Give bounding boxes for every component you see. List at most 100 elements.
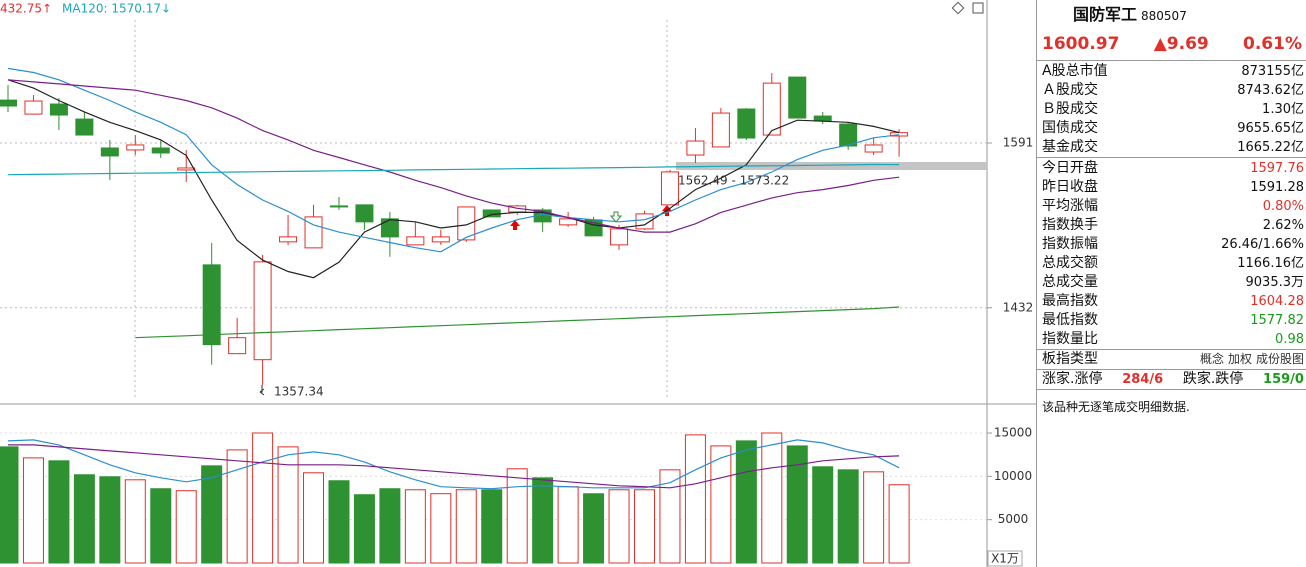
y-tick-label: 1432 bbox=[1003, 300, 1034, 314]
type-options: 概念 加权 成份股图 bbox=[1196, 350, 1304, 369]
candle-body bbox=[559, 218, 578, 226]
volume-bar bbox=[430, 493, 452, 564]
candle-body bbox=[380, 218, 399, 238]
info-row: 今日开盘 1597.76 bbox=[1037, 159, 1306, 178]
volume-bar bbox=[608, 489, 630, 564]
volume-bar bbox=[226, 449, 248, 564]
quote-row: 1600.97 ▲9.69 0.61% bbox=[1037, 30, 1306, 60]
info-row: 平均涨幅 0.80% bbox=[1037, 197, 1306, 216]
change: ▲9.69 bbox=[1153, 34, 1209, 54]
candle-body bbox=[864, 144, 883, 153]
candle-body bbox=[431, 236, 450, 243]
row-value: 1665.22亿 bbox=[1237, 140, 1304, 155]
candle-body bbox=[610, 228, 629, 246]
row-value: 1577.82 bbox=[1250, 313, 1304, 328]
row-label: A股总市值 bbox=[1042, 63, 1108, 79]
candle-body bbox=[762, 82, 781, 136]
ma-line bbox=[7, 79, 900, 279]
info-section: 今日开盘 1597.76 昨日收盘 1591.28 平均涨幅 0.80% 指数换手 2.62%… bbox=[1037, 157, 1306, 349]
candle-body bbox=[660, 171, 679, 206]
candle-body bbox=[0, 99, 17, 107]
change-pct: 0.61% bbox=[1243, 34, 1302, 54]
candle-body bbox=[813, 115, 832, 122]
ma-line bbox=[7, 79, 900, 233]
unit-label: X1万 bbox=[991, 552, 1019, 566]
breadth-row: 涨家.涨停 284/6 跌家.跌停 159/0 bbox=[1037, 369, 1306, 389]
info-row: Ｂ股成交 1.30亿 bbox=[1037, 100, 1306, 119]
info-row: 最低指数 1577.82 bbox=[1037, 311, 1306, 330]
low-annotation: 1357.34 bbox=[274, 385, 324, 399]
window-icon[interactable] bbox=[972, 2, 984, 14]
volume-bar bbox=[735, 440, 757, 564]
index-name: 国防军工 bbox=[1073, 5, 1138, 24]
info-row: 国债成交 9655.65亿 bbox=[1037, 119, 1306, 138]
volume-bar bbox=[48, 460, 70, 564]
volume-bar bbox=[710, 445, 732, 564]
candle-body bbox=[253, 261, 272, 361]
diamond-icon[interactable] bbox=[951, 1, 965, 15]
row-label: 涨家.涨停 bbox=[1042, 371, 1103, 387]
volume-bar bbox=[659, 469, 681, 564]
volume-bar bbox=[328, 480, 350, 564]
row-value: 1.30亿 bbox=[1262, 102, 1304, 117]
row-label: 板指类型 bbox=[1042, 351, 1098, 367]
row-label: 最高指数 bbox=[1042, 293, 1098, 309]
row-label: 昨日收盘 bbox=[1042, 179, 1098, 195]
y-tick-label: 15000 bbox=[994, 426, 1032, 440]
candle-body bbox=[737, 108, 756, 139]
candle-body bbox=[24, 100, 43, 115]
candle-body bbox=[126, 144, 145, 151]
volume-bar bbox=[353, 494, 375, 564]
ma-line bbox=[7, 67, 900, 253]
row-label: 跌家.跌停 bbox=[1182, 371, 1244, 387]
index-code: 880507 bbox=[1141, 9, 1187, 23]
row-value: 9035.3万 bbox=[1245, 275, 1305, 290]
volume-ma-line bbox=[7, 439, 900, 490]
candle-body bbox=[151, 147, 170, 154]
info-row: 基金成交 1665.22亿 bbox=[1037, 138, 1306, 157]
volume-bar bbox=[583, 493, 605, 564]
row-value: 1591.28 bbox=[1250, 180, 1304, 195]
annotation-arrow bbox=[259, 385, 265, 396]
candle-body bbox=[406, 236, 425, 246]
candle-body bbox=[49, 103, 68, 116]
row-label: 国债成交 bbox=[1042, 120, 1098, 136]
volume-bar bbox=[277, 446, 299, 564]
volume-bar bbox=[73, 474, 95, 564]
candle-body bbox=[686, 140, 705, 156]
row-label: 指数振幅 bbox=[1042, 236, 1098, 252]
ma-line bbox=[135, 306, 900, 339]
volume-ma-line bbox=[8, 444, 900, 489]
row-label: 平均涨幅 bbox=[1042, 198, 1098, 214]
type-option[interactable]: 成份股图 bbox=[1255, 352, 1304, 366]
volume-bar bbox=[532, 477, 554, 564]
volume-bar bbox=[303, 472, 325, 564]
row-value: 1597.76 bbox=[1250, 161, 1304, 176]
row-value: 159/0 bbox=[1263, 372, 1304, 387]
candle-body bbox=[100, 147, 119, 157]
type-option[interactable]: 概念 bbox=[1199, 352, 1224, 366]
volume-bar bbox=[684, 434, 706, 564]
range-annotation: 1562.49 - 1573.22 bbox=[678, 174, 789, 188]
info-section: A股总市值 873155亿 Ａ股成交 8743.62亿 Ｂ股成交 1.30亿 国债成交 965… bbox=[1037, 60, 1306, 157]
candle-body bbox=[355, 204, 374, 223]
info-row: 指数量比 0.98 bbox=[1037, 330, 1306, 349]
row-label: 总成交额 bbox=[1042, 255, 1098, 271]
row-label: 今日开盘 bbox=[1042, 160, 1098, 176]
volume-bar bbox=[506, 468, 528, 564]
info-panel: 国防军工 880507 1600.97 ▲9.69 0.61% A股总市值 873155亿 Ａ… bbox=[1036, 0, 1306, 567]
candle-body bbox=[839, 123, 858, 147]
volume-bar bbox=[22, 457, 44, 564]
candle-body bbox=[279, 236, 298, 243]
info-row: Ａ股成交 8743.62亿 bbox=[1037, 81, 1306, 100]
row-label: 指数量比 bbox=[1042, 331, 1098, 347]
info-row: 指数换手 2.62% bbox=[1037, 216, 1306, 235]
note: 该品种无逐笔成交明细数据. bbox=[1037, 389, 1306, 423]
legend-entry: MA120: 1570.17↓ bbox=[62, 2, 171, 16]
chart-area: 1432 1591 432.75↑ MA120: 1570.17↓ 1357.34 156… bbox=[0, 0, 1036, 567]
candle-body bbox=[788, 76, 807, 119]
type-option[interactable]: 加权 bbox=[1227, 352, 1252, 366]
candle-body bbox=[304, 216, 323, 249]
volume-bar bbox=[379, 488, 401, 564]
